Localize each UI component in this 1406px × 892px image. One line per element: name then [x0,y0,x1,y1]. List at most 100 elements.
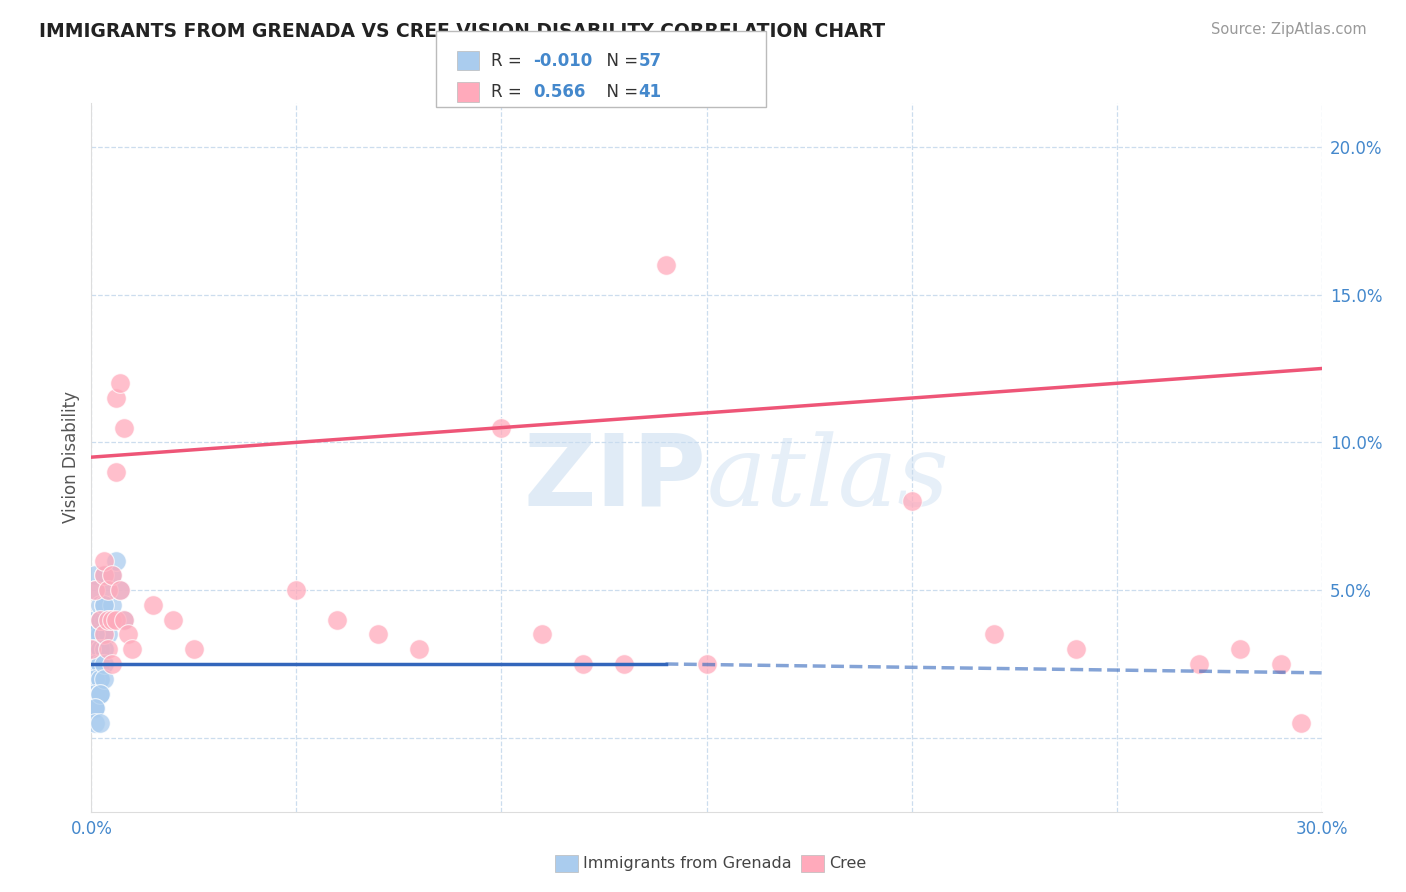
Point [97,627,120,641]
Point [89,613,111,627]
Text: Source: ZipAtlas.com: Source: ZipAtlas.com [1211,22,1367,37]
Point [89,613,111,627]
Point [84,657,107,671]
Point [93,657,115,671]
Point [108,583,131,598]
Point [84,672,107,686]
Text: R =: R = [491,52,527,70]
Text: atlas: atlas [706,431,949,526]
Point [117,627,139,641]
Point [183,642,205,657]
Point [97,613,120,627]
Point [121,642,143,657]
Point [97,583,120,598]
Point [93,568,115,582]
Text: 41: 41 [638,83,661,101]
Point [84,642,107,657]
Point [1289,716,1312,731]
Point [80,642,103,657]
Point [105,553,127,567]
Point [108,583,131,598]
Point [112,613,135,627]
Point [367,627,389,641]
Point [84,642,107,657]
Point [93,672,115,686]
Point [1064,642,1087,657]
Y-axis label: Vision Disability: Vision Disability [62,392,80,523]
Point [112,613,135,627]
Point [80,642,103,657]
Point [101,568,124,582]
Point [93,627,115,641]
Point [89,687,111,701]
Point [84,568,107,582]
Point [112,420,135,434]
Point [93,627,115,641]
Point [84,627,107,641]
Point [101,657,124,671]
Point [80,642,103,657]
Text: -0.010: -0.010 [533,52,592,70]
Point [654,258,676,272]
Point [285,583,308,598]
Text: ZIP: ZIP [523,430,706,527]
Point [89,716,111,731]
Text: IMMIGRANTS FROM GRENADA VS CREE VISION DISABILITY CORRELATION CHART: IMMIGRANTS FROM GRENADA VS CREE VISION D… [39,22,886,41]
Point [89,598,111,612]
Point [326,613,349,627]
Point [101,568,124,582]
Point [89,627,111,641]
Point [101,598,124,612]
Point [108,376,131,391]
Point [142,598,165,612]
Point [84,583,107,598]
Point [80,627,103,641]
Point [105,613,127,627]
Point [491,420,513,434]
Point [89,642,111,657]
Point [97,642,120,657]
Point [89,672,111,686]
Point [93,598,115,612]
Text: N =: N = [596,52,644,70]
Point [93,642,115,657]
Point [1187,657,1209,671]
Point [900,494,922,508]
Point [162,613,184,627]
Point [89,657,111,671]
Point [89,672,111,686]
Point [93,598,115,612]
Point [84,716,107,731]
Text: 57: 57 [638,52,661,70]
Point [408,642,430,657]
Text: 0.566: 0.566 [533,83,585,101]
Point [84,687,107,701]
Point [97,613,120,627]
Point [84,613,107,627]
Point [93,568,115,582]
Point [89,657,111,671]
Point [84,657,107,671]
Point [983,627,1005,641]
Point [105,465,127,479]
Point [89,613,111,627]
Point [84,583,107,598]
Point [89,672,111,686]
Point [84,701,107,715]
Point [84,701,107,715]
Point [93,553,115,567]
Point [93,657,115,671]
Point [84,687,107,701]
Text: N =: N = [596,83,644,101]
Point [572,657,595,671]
Text: Immigrants from Grenada: Immigrants from Grenada [583,856,792,871]
Point [89,687,111,701]
Point [89,687,111,701]
Point [97,583,120,598]
Point [80,672,103,686]
Point [1270,657,1292,671]
Point [531,627,554,641]
Point [80,657,103,671]
Point [80,687,103,701]
Point [84,701,107,715]
